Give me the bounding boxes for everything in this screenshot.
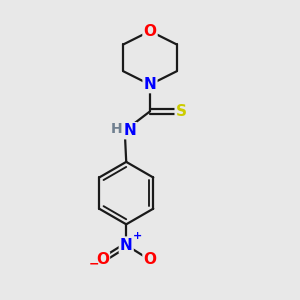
Text: −: −	[89, 257, 99, 270]
Text: S: S	[176, 104, 187, 119]
Text: O: O	[143, 253, 157, 268]
Text: +: +	[133, 231, 142, 241]
Text: O: O	[143, 24, 157, 39]
Text: N: N	[124, 123, 136, 138]
Text: N: N	[120, 238, 133, 253]
Text: H: H	[111, 122, 122, 136]
Text: O: O	[96, 253, 109, 268]
Text: N: N	[144, 77, 156, 92]
